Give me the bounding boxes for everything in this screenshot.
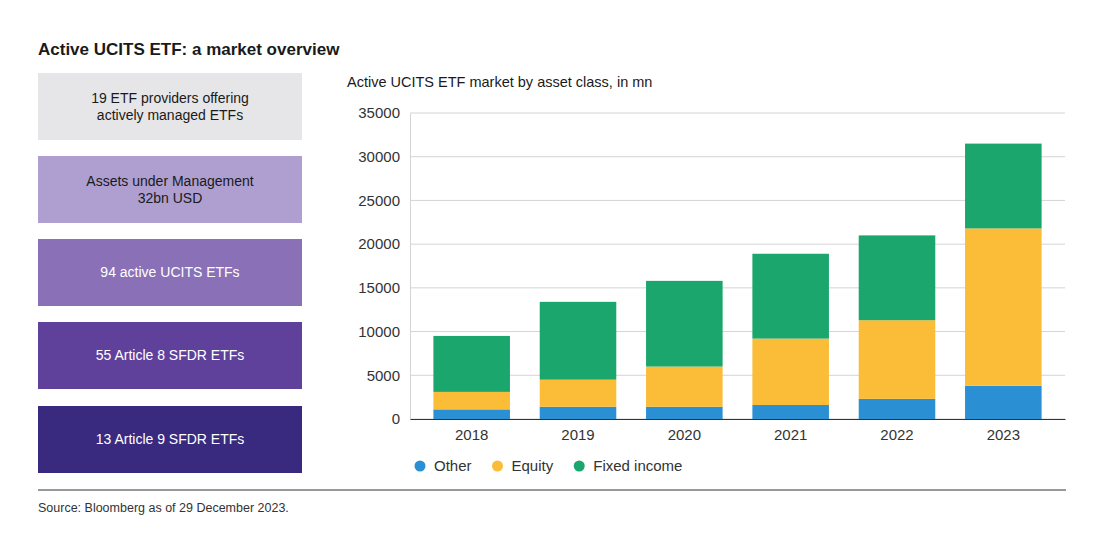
x-tick-label: 2021 <box>774 426 807 443</box>
y-tick: 20000 <box>358 235 410 252</box>
bar-segment <box>540 407 617 419</box>
legend-swatch <box>415 461 426 472</box>
info-panel: 19 ETF providers offeringactively manage… <box>38 73 302 140</box>
y-tick-label: 25000 <box>358 192 400 209</box>
bar-segment <box>540 302 617 380</box>
x-axis: 2018 2019 2020 2021 2022 2023 <box>411 419 1066 443</box>
bar-segment <box>433 336 510 392</box>
bar-segment <box>433 409 510 419</box>
bar-segment <box>859 320 936 399</box>
bar-segment <box>646 281 723 367</box>
grid <box>410 113 1065 419</box>
source-rule <box>38 490 1066 491</box>
x-axis-line <box>411 419 1066 420</box>
panel-text: 55 Article 8 SFDR ETFs <box>96 347 245 363</box>
legend-swatch <box>492 461 503 472</box>
panel-box <box>38 73 302 140</box>
x-tick-label: 2018 <box>455 426 488 443</box>
info-panel: Assets under Management32bn USD <box>38 156 302 223</box>
y-tick: 30000 <box>358 148 410 165</box>
bar-segment <box>965 144 1042 229</box>
bar-segment <box>752 339 829 405</box>
y-tick: 10000 <box>358 323 410 340</box>
page: Active UCITS ETF: a market overview 19 ET… <box>0 0 1106 545</box>
legend-item: Fixed income <box>574 457 683 474</box>
bars <box>433 144 1041 419</box>
panel-text: 13 Article 9 SFDR ETFs <box>96 431 245 447</box>
info-panel: 94 active UCITS ETFs <box>38 239 302 306</box>
panel-text: 32bn USD <box>138 190 203 206</box>
bar-segment <box>433 392 510 409</box>
y-tick: 35000 <box>358 104 410 121</box>
panel-box <box>38 239 302 306</box>
panel-text: actively managed ETFs <box>97 107 243 123</box>
x-tick: 2021 <box>774 419 807 443</box>
y-tick: 5000 <box>367 367 410 384</box>
panel-box <box>38 406 302 473</box>
panel-text: 94 active UCITS ETFs <box>100 264 239 280</box>
bar-segment <box>859 235 936 320</box>
legend-item: Equity <box>492 457 554 474</box>
legend-label: Other <box>434 457 472 474</box>
panel-box <box>38 322 302 389</box>
y-tick: 0 <box>392 410 410 427</box>
x-tick-label: 2019 <box>561 426 594 443</box>
x-tick: 2020 <box>668 419 701 443</box>
y-tick-label: 35000 <box>358 104 400 121</box>
legend-label: Fixed income <box>593 457 682 474</box>
x-tick-label: 2023 <box>987 426 1020 443</box>
legend-swatch <box>574 461 585 472</box>
bar-segment <box>646 407 723 419</box>
series <box>433 144 1041 392</box>
x-tick: 2022 <box>880 419 913 443</box>
bar-segment <box>965 228 1042 385</box>
panel-box <box>38 156 302 223</box>
bar-segment <box>646 367 723 407</box>
x-tick-label: 2020 <box>668 426 701 443</box>
panel-text: Assets under Management <box>86 173 253 189</box>
panel-text: 19 ETF providers offering <box>91 90 249 106</box>
y-tick-label: 0 <box>392 410 400 427</box>
y-axis-line <box>410 114 411 420</box>
series <box>433 228 1041 409</box>
page-title: Active UCITS ETF: a market overview <box>38 40 340 59</box>
y-tick: 25000 <box>358 192 410 209</box>
info-panel: 13 Article 9 SFDR ETFs <box>38 406 302 473</box>
x-tick: 2018 <box>455 419 488 443</box>
x-tick: 2019 <box>561 419 594 443</box>
x-tick: 2023 <box>987 419 1020 443</box>
bar-segment <box>752 254 829 339</box>
y-tick-label: 20000 <box>358 235 400 252</box>
y-tick: 15000 <box>358 279 410 296</box>
source-note: Source: Bloomberg as of 29 December 2023… <box>38 501 289 515</box>
y-tick-label: 10000 <box>358 323 400 340</box>
y-tick-label: 5000 <box>367 367 400 384</box>
y-tick-label: 30000 <box>358 148 400 165</box>
bar-segment <box>965 386 1042 419</box>
chart-title: Active UCITS ETF market by asset class, … <box>347 74 652 90</box>
info-panel: 55 Article 8 SFDR ETFs <box>38 322 302 389</box>
y-tick-label: 15000 <box>358 279 400 296</box>
bar-segment <box>859 399 936 419</box>
grid-line <box>410 113 1065 114</box>
series <box>433 386 1041 419</box>
x-tick-label: 2022 <box>880 426 913 443</box>
bar-segment <box>752 405 829 419</box>
legend-label: Equity <box>512 457 554 474</box>
legend: Other Equity Fixed income <box>415 457 683 474</box>
bar-segment <box>540 380 617 407</box>
y-axis: 0 5000 10000 15000 20000 25000 30000 35000 <box>358 104 410 427</box>
legend-item: Other <box>415 457 472 474</box>
